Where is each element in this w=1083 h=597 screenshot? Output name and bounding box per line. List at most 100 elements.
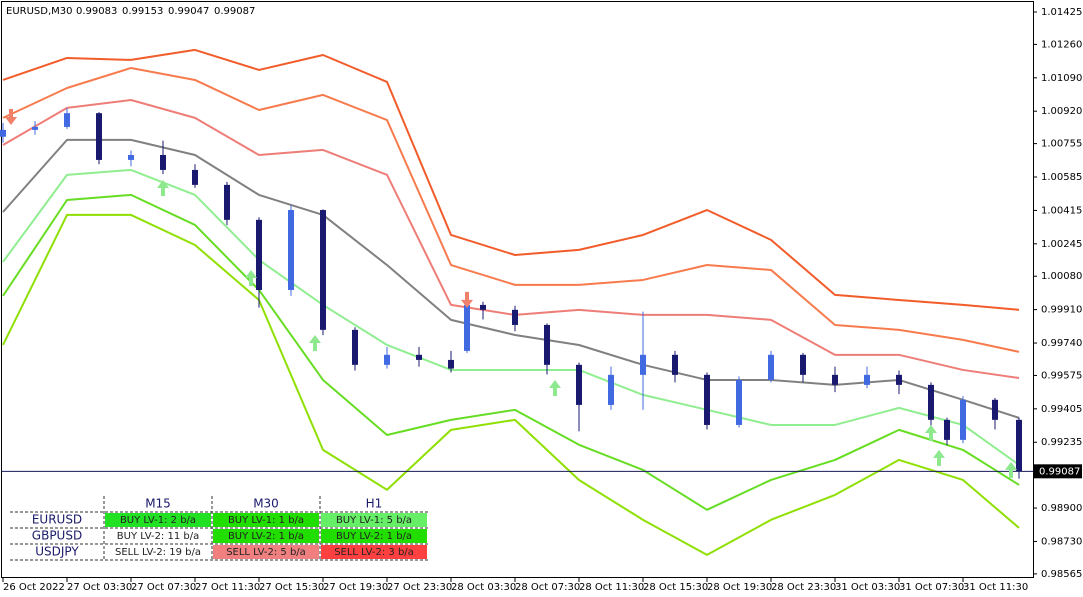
column-header: M30 xyxy=(253,497,279,511)
y-tick-label: 1.01260 xyxy=(1041,39,1082,50)
candle-body xyxy=(640,354,646,375)
x-tick-label: 27 Oct 19:30 xyxy=(323,582,388,593)
candle-body xyxy=(448,359,454,369)
last-price-box xyxy=(1034,464,1082,479)
signal-text: BUY LV-2: 11 b/a xyxy=(117,531,199,542)
x-tick-label: 28 Oct 23:30 xyxy=(771,582,836,593)
y-tick-label: 0.99740 xyxy=(1041,338,1082,349)
candle-body xyxy=(192,169,198,185)
candle-body xyxy=(992,399,998,420)
x-tick-label: 31 Oct 07:30 xyxy=(899,582,964,593)
candle-body xyxy=(464,304,470,351)
signal-text: SELL LV-2: 19 b/a xyxy=(115,547,201,558)
candle-body xyxy=(832,374,838,385)
candle-body xyxy=(736,379,742,425)
signal-cell xyxy=(321,545,427,559)
candle-body xyxy=(64,113,70,127)
x-tick-label: 27 Oct 23:30 xyxy=(387,582,452,593)
candle-body xyxy=(944,419,950,440)
candle-body xyxy=(864,374,870,385)
sell-arrow xyxy=(5,108,17,125)
candle-body xyxy=(768,354,774,380)
buy-arrow xyxy=(1005,461,1017,478)
y-tick-label: 0.99910 xyxy=(1041,305,1082,316)
signal-cell xyxy=(213,513,319,527)
signal-text: BUY LV-1: 2 b/a xyxy=(120,515,196,526)
signal-text: BUY LV-1: 5 b/a xyxy=(336,515,412,526)
candle-body xyxy=(128,155,134,160)
row-name: EURUSD xyxy=(32,513,82,527)
symbol-title: EURUSD,M30 xyxy=(6,6,72,17)
signal-text: SELL LV-2: 5 b/a xyxy=(226,547,306,558)
signal-text: BUY LV-1: 1 b/a xyxy=(228,515,304,526)
ohlc-value: 0.99047 xyxy=(168,6,209,17)
x-tick-label: 28 Oct 19:30 xyxy=(707,582,772,593)
header: EURUSD,M30 xyxy=(6,6,72,17)
candle-body xyxy=(928,384,934,420)
candle-body xyxy=(288,210,294,290)
signal-cell xyxy=(321,529,427,543)
candle-body xyxy=(224,184,230,220)
y-tick-label: 1.01090 xyxy=(1041,73,1082,84)
band-line xyxy=(2,213,1020,556)
signal-cell xyxy=(105,529,211,543)
band-line xyxy=(2,138,1020,419)
candle-body xyxy=(672,354,678,375)
y-tick-label: 0.99235 xyxy=(1041,437,1082,448)
candle-body xyxy=(1016,419,1022,472)
candle-body xyxy=(480,304,486,310)
last-price-label: 0.99087 xyxy=(1039,466,1080,477)
candle-body xyxy=(96,113,102,160)
x-tick-label: 27 Oct 15:30 xyxy=(259,582,324,593)
plot-frame xyxy=(1,1,1034,578)
ohlc-value: 0.99087 xyxy=(214,6,255,17)
x-tick-label: 27 Oct 07:30 xyxy=(131,582,196,593)
x-tick-label: 28 Oct 03:30 xyxy=(451,582,516,593)
buy-arrow xyxy=(245,269,257,286)
x-tick-label: 28 Oct 07:30 xyxy=(515,582,580,593)
buy-arrow xyxy=(157,179,169,196)
y-tick-label: 0.98565 xyxy=(1041,569,1082,580)
x-tick-label: 31 Oct 03:30 xyxy=(835,582,900,593)
y-tick-label: 0.98900 xyxy=(1041,503,1082,514)
candle-body xyxy=(352,329,358,365)
y-tick-label: 1.00920 xyxy=(1041,106,1082,117)
y-tick-label: 0.98730 xyxy=(1041,536,1082,547)
buy-arrow xyxy=(309,334,321,351)
signal-table: M15 M30 H1 EURUSD BUY LV-1: 2 b/a BUY LV-1: 1… xyxy=(10,496,428,561)
candle-body xyxy=(160,155,166,170)
signal-cell xyxy=(213,529,319,543)
ohlc-value: 0.99083 xyxy=(76,6,117,17)
signal-text: BUY LV-2: 1 b/a xyxy=(228,531,304,542)
column-header: M15 xyxy=(145,497,171,511)
buy-arrow xyxy=(549,379,561,396)
x-tick-label: 28 Oct 15:30 xyxy=(643,582,708,593)
ohlc-value: 0.99153 xyxy=(122,6,163,17)
candle-body xyxy=(512,309,518,325)
y-tick-label: 1.00080 xyxy=(1041,271,1082,282)
signal-cell xyxy=(321,513,427,527)
candle-body xyxy=(320,210,326,330)
candle-body xyxy=(704,374,710,425)
buy-arrow xyxy=(925,424,937,441)
signal-cell xyxy=(213,545,319,559)
y-tick-label: 1.00415 xyxy=(1041,205,1082,216)
signal-cell xyxy=(105,513,211,527)
band-line xyxy=(2,168,1020,466)
candle-body xyxy=(416,354,422,360)
candle-body xyxy=(576,364,582,405)
candle-body xyxy=(384,354,390,365)
sell-arrow xyxy=(461,291,473,308)
y-tick-label: 1.00755 xyxy=(1041,139,1082,150)
band-line xyxy=(2,48,1020,311)
candle-body xyxy=(544,324,550,365)
y-tick-label: 0.99405 xyxy=(1041,404,1082,415)
row-name: GBPUSD xyxy=(32,529,82,543)
y-tick-label: 1.01425 xyxy=(1041,7,1082,18)
signal-cell xyxy=(105,545,211,559)
row-name: USDJPY xyxy=(35,545,79,559)
x-tick-label: 27 Oct 03:30 xyxy=(67,582,132,593)
buy-arrow xyxy=(933,449,945,466)
